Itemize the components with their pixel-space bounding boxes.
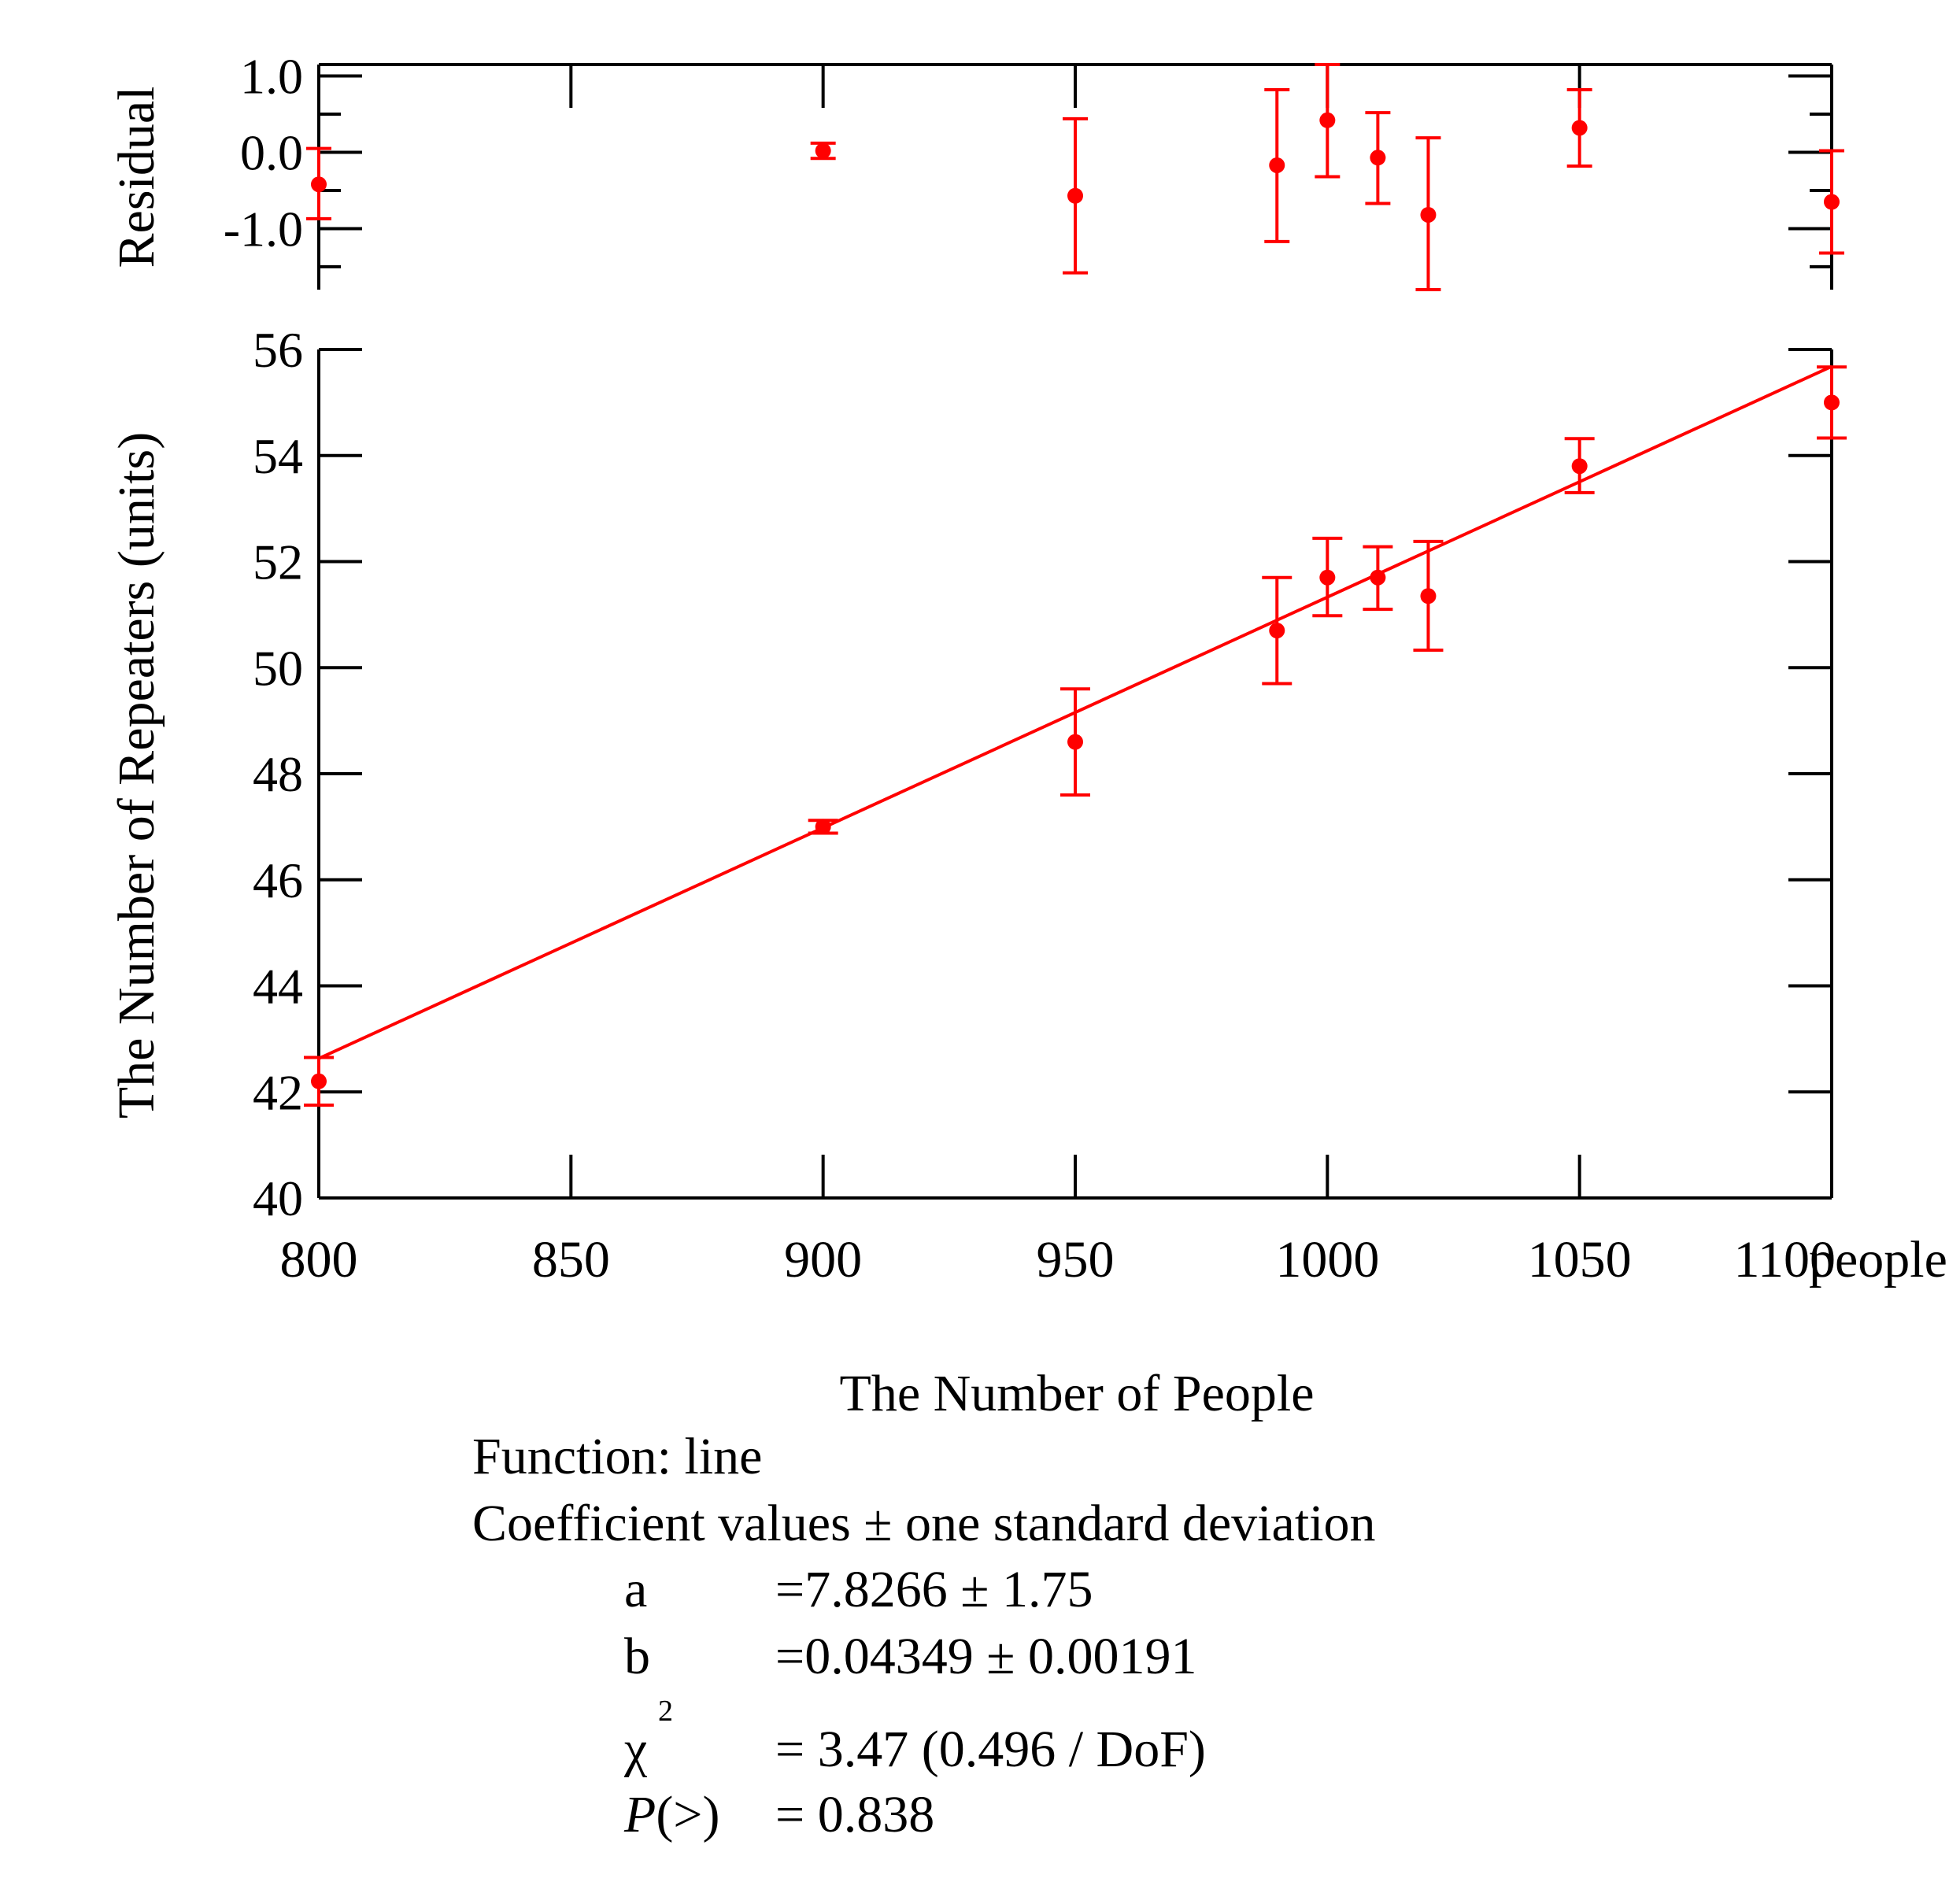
x-axis: 800 850 900 950 1000 1050 1100: [280, 1155, 1836, 1288]
x-tick-label: 850: [532, 1231, 610, 1288]
main-data-point: [1319, 569, 1336, 586]
main-data-point: [1420, 588, 1437, 604]
residual-point: [1824, 194, 1840, 210]
residual-y-axis-label: Residual: [108, 87, 165, 268]
residual-point: [311, 176, 327, 193]
main-data-point: [1571, 458, 1588, 475]
main-y-tick-label: 46: [253, 852, 303, 908]
chi-square-superscript: 2: [658, 1695, 673, 1728]
residual-point: [1420, 206, 1437, 223]
main-y-tick-label: 50: [253, 640, 303, 696]
main-data-point: [311, 1073, 327, 1089]
main-y-axis-label: The Number of Repeaters (units): [108, 432, 165, 1118]
coef-a-name: a: [624, 1561, 648, 1618]
p-symbol-rest: (>): [656, 1786, 720, 1843]
x-tick-label: 1050: [1528, 1231, 1632, 1288]
residual-point: [1370, 150, 1386, 166]
coef-b-value: =0.04349 ± 0.00191: [775, 1628, 1197, 1685]
main-data-point: [1824, 394, 1840, 411]
main-y-tick-label: 40: [253, 1170, 303, 1226]
x-tick-label: 800: [280, 1231, 358, 1288]
residual-point: [815, 142, 831, 159]
main-data-point: [1067, 734, 1083, 750]
p-value-value: = 0.838: [775, 1786, 935, 1843]
x-tick-label: 1100: [1733, 1231, 1836, 1288]
residual-point: [1269, 157, 1285, 173]
residual-y-tick-label: 0.0: [240, 124, 303, 180]
p-symbol: P: [624, 1786, 656, 1843]
main-y-tick-label: 52: [253, 534, 303, 590]
coef-a-value: =7.8266 ± 1.75: [775, 1561, 1093, 1618]
x-axis-label: The Number of People: [840, 1365, 1315, 1422]
chi-symbol: χ: [624, 1721, 648, 1778]
x-tick-label: 1000: [1275, 1231, 1379, 1288]
main-panel: 40 42 44 46 48 50 52 54 56: [253, 322, 1847, 1226]
main-data-point: [1269, 623, 1285, 639]
fit-function-text: Function: line: [472, 1428, 763, 1485]
main-y-tick-label: 44: [253, 959, 303, 1015]
main-y-tick-label: 42: [253, 1064, 303, 1120]
residual-point: [1319, 112, 1336, 128]
x-tick-label: 900: [784, 1231, 862, 1288]
residual-panel: 1.0 0.0 -1.0: [224, 49, 1844, 291]
p-value-name: P(>): [624, 1789, 720, 1841]
x-tick-label: 950: [1037, 1231, 1115, 1288]
main-data-point: [1370, 569, 1386, 586]
chi-square-symbol: χ: [624, 1724, 647, 1776]
x-axis-unit-label: people: [1809, 1231, 1947, 1288]
main-y-tick-label: 56: [253, 322, 303, 378]
residual-y-tick-label: -1.0: [224, 201, 303, 257]
main-y-tick-label: 48: [253, 746, 303, 802]
chi-square-value: = 3.47 (0.496 / DoF): [775, 1721, 1206, 1778]
coef-b-name: b: [624, 1628, 650, 1685]
main-data-point: [815, 819, 831, 835]
residual-y-tick-label: 1.0: [240, 49, 303, 105]
main-y-tick-label: 54: [253, 428, 303, 484]
residual-point: [1067, 187, 1083, 204]
coefficient-header-text: Coefficient values ± one standard deviat…: [472, 1495, 1376, 1552]
residual-point: [1571, 120, 1588, 136]
